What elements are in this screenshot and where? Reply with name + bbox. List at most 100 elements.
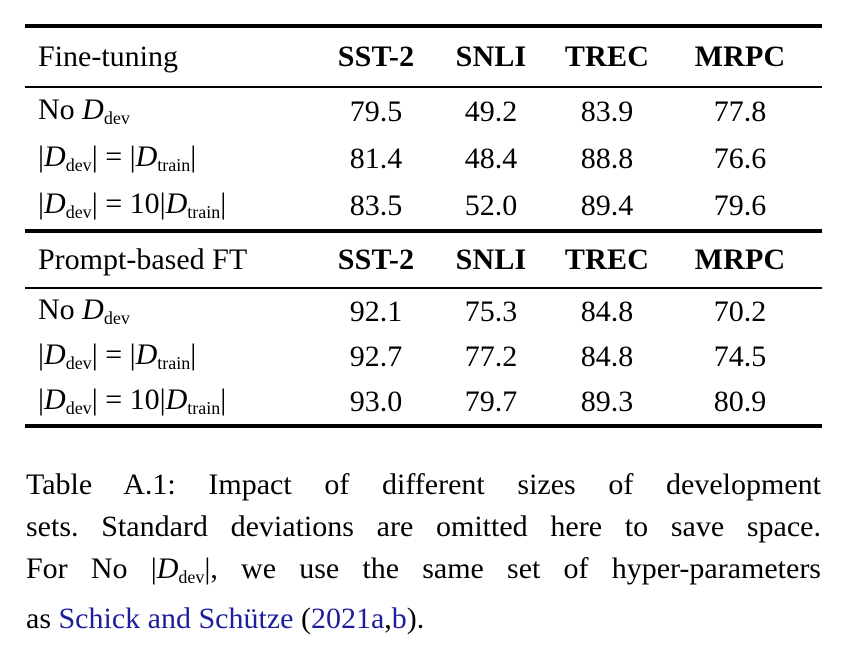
text-run: | — [38, 338, 45, 372]
text-run: | — [38, 140, 45, 174]
column-header-mrpc: MRPC — [694, 40, 786, 73]
text-run: | — [220, 187, 227, 221]
metric-value: 81.4 — [349, 141, 403, 175]
subscript-label: dev — [178, 567, 205, 588]
row-label-dev-equals-train: |Ddev| = |Dtrain| — [25, 338, 310, 374]
text-run: | = | — [91, 338, 136, 372]
text-run: | — [190, 338, 197, 372]
text-run: | — [190, 140, 197, 174]
table-row: |Ddev| = 10|Dtrain| 83.5 52.0 89.4 79.6 — [25, 182, 822, 229]
text-run: | = | — [91, 140, 136, 174]
metric-value: 83.9 — [580, 94, 634, 128]
table-row: |Ddev| = |Dtrain| 81.4 48.4 88.8 76.6 — [25, 135, 822, 182]
subscript-label: dev — [103, 308, 130, 329]
metric-value: 93.0 — [349, 384, 403, 418]
subscript-label: dev — [65, 353, 92, 374]
header-row-finetuning: Fine-tuning SST-2 SNLI TREC MRPC — [25, 28, 822, 86]
section-separator-rule — [25, 229, 822, 233]
section-title-finetuning: Fine-tuning — [38, 40, 178, 73]
header-separator-rule — [25, 86, 822, 88]
text-run: | = 10| — [91, 187, 166, 221]
subscript-label: train — [187, 398, 221, 419]
section-title-prompt-ft: Prompt-based FT — [38, 243, 248, 276]
mathcal-d: D — [165, 187, 188, 221]
subscript-label: train — [157, 155, 191, 176]
text-run: ( — [293, 602, 311, 636]
citation-link[interactable]: 2021a — [310, 602, 385, 636]
text-run: ). — [406, 602, 425, 636]
mathcal-d: D — [135, 140, 158, 174]
caption-line: Table A.1: Impact of different sizes of … — [26, 464, 821, 506]
text-run: No — [38, 93, 83, 127]
metric-value: 79.6 — [713, 188, 767, 222]
metric-value: 92.1 — [349, 294, 403, 328]
metric-value: 75.3 — [464, 294, 518, 328]
column-header-sst2: SST-2 — [337, 243, 415, 276]
metric-value: 88.8 — [580, 141, 634, 175]
mathcal-d: D — [82, 293, 104, 327]
metric-value: 70.2 — [713, 294, 767, 328]
text-run: For No | — [26, 552, 157, 585]
row-label-no-dev: No Ddev — [25, 293, 310, 329]
column-header-snli: SNLI — [455, 243, 527, 276]
row-label-dev-equals-train: |Ddev| = |Dtrain| — [25, 140, 310, 176]
column-header-mrpc: MRPC — [694, 243, 786, 276]
row-label-dev-equals-10x-train: |Ddev| = 10|Dtrain| — [25, 187, 310, 223]
row-label-dev-equals-10x-train: |Ddev| = 10|Dtrain| — [25, 383, 310, 419]
text-run: |, we use the same set of hyper-paramete… — [204, 552, 821, 585]
mathcal-d: D — [44, 383, 66, 417]
table-row: |Ddev| = 10|Dtrain| 93.0 79.7 89.3 80.9 — [25, 379, 822, 424]
metric-value: 52.0 — [464, 188, 518, 222]
text-run: No — [38, 293, 83, 327]
metric-value: 84.8 — [580, 339, 634, 373]
mathcal-d: D — [156, 552, 179, 585]
text-run: | — [38, 187, 45, 221]
caption-line: sets. Standard deviations are omitted he… — [26, 506, 821, 548]
column-header-sst2: SST-2 — [337, 40, 415, 73]
metric-value: 89.4 — [580, 188, 634, 222]
subscript-label: dev — [65, 202, 92, 223]
metric-value: 74.5 — [713, 339, 767, 373]
header-row-prompt-ft: Prompt-based FT SST-2 SNLI TREC MRPC — [25, 233, 822, 287]
text-run: Table A.1: Impact of different sizes of … — [26, 468, 821, 501]
table-caption: Table A.1: Impact of different sizes of … — [26, 464, 821, 640]
metric-value: 79.7 — [464, 384, 518, 418]
metric-value: 76.6 — [713, 141, 767, 175]
metric-value: 49.2 — [464, 94, 518, 128]
mathcal-d: D — [82, 93, 104, 127]
metric-value: 77.2 — [464, 339, 518, 373]
table-row: No Ddev 79.5 49.2 83.9 77.8 — [25, 88, 822, 135]
metric-value: 79.5 — [349, 94, 403, 128]
caption-line: as Schick and Schütze (2021a,b). — [26, 598, 821, 640]
text-run: as — [26, 602, 59, 636]
table-top-rule — [25, 24, 822, 28]
table-row: No Ddev 92.1 75.3 84.8 70.2 — [25, 289, 822, 334]
text-run: , — [384, 602, 392, 636]
text-run: | = 10| — [91, 383, 166, 417]
subscript-label: train — [157, 353, 191, 374]
mathcal-d: D — [44, 338, 66, 372]
subscript-label: dev — [65, 398, 92, 419]
mathcal-d: D — [135, 338, 158, 372]
text-run: | — [220, 383, 227, 417]
mathcal-d: D — [44, 187, 66, 221]
table-bottom-rule — [25, 424, 822, 428]
citation-link[interactable]: b — [391, 602, 407, 636]
row-label-no-dev: No Ddev — [25, 93, 310, 129]
metric-value: 83.5 — [349, 188, 403, 222]
column-header-snli: SNLI — [455, 40, 527, 73]
caption-line: For No |Ddev|, we use the same set of hy… — [26, 548, 821, 598]
column-header-trec: TREC — [564, 40, 650, 73]
subscript-label: dev — [65, 155, 92, 176]
metric-value: 48.4 — [464, 141, 518, 175]
metric-value: 89.3 — [580, 384, 634, 418]
metric-value: 92.7 — [349, 339, 403, 373]
subscript-label: dev — [103, 108, 130, 129]
mathcal-d: D — [165, 383, 188, 417]
text-run: | — [38, 383, 45, 417]
citation-link[interactable]: Schick and Schütze — [58, 602, 294, 636]
header-separator-rule — [25, 287, 822, 289]
text-run: sets. Standard deviations are omitted he… — [26, 510, 821, 543]
mathcal-d: D — [44, 140, 66, 174]
